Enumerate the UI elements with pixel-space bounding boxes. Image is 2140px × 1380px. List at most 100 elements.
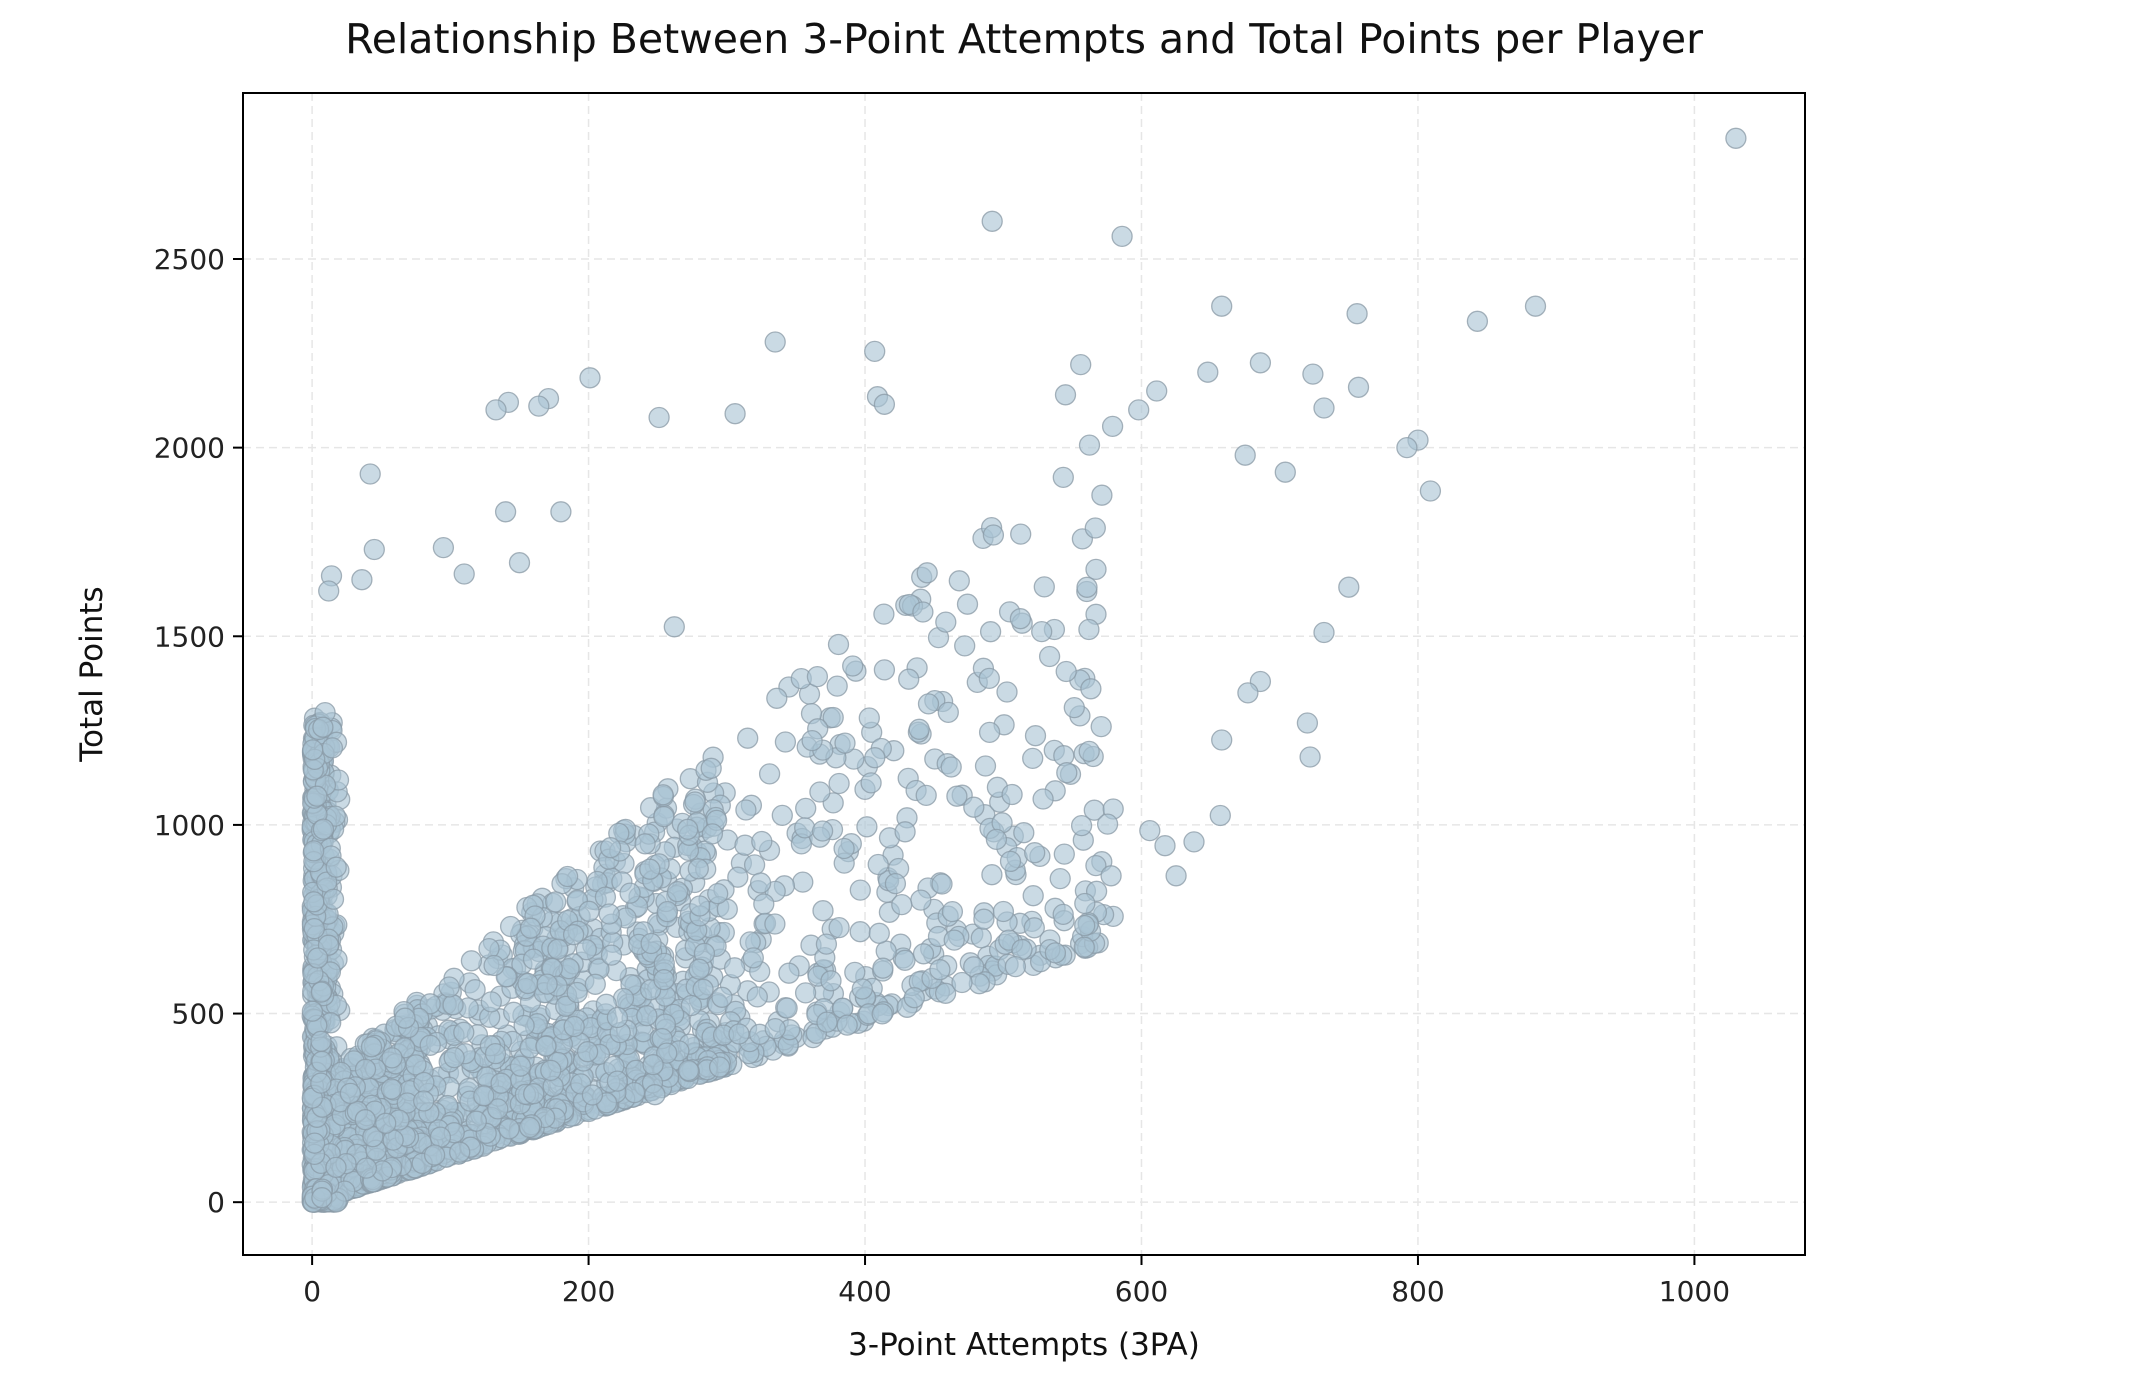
data-point [639,858,661,880]
data-point [684,791,706,813]
y-tick-label: 2000 [154,432,225,465]
data-point [1054,384,1077,406]
data-point [325,856,347,878]
data-point [1274,461,1296,483]
data-point [688,958,710,980]
data-point [1031,620,1053,643]
data-point [1038,645,1061,668]
data-point [1096,813,1119,835]
x-axis-ticks: 0 200 400 600 800 1000 [303,1255,1730,1308]
data-point [727,866,749,888]
data-point [1211,729,1233,751]
data-point [1139,819,1161,842]
data-point [310,1072,332,1094]
data-point [566,981,588,1004]
data-point [640,932,662,955]
data-point [849,921,871,943]
data-point [1080,678,1102,700]
data-point [1091,484,1113,506]
data-point [934,982,957,1004]
data-point [956,593,979,615]
data-point [806,665,829,688]
data-point [1023,917,1045,939]
data-point [828,772,850,795]
data-point [1049,867,1071,890]
data-point [1101,415,1124,438]
data-point [419,1034,441,1056]
data-point [937,701,959,724]
data-point [653,969,675,991]
data-point [363,538,385,561]
data-point [771,804,793,827]
data-point [536,973,558,995]
data-point [556,865,579,888]
data-point [1022,747,1044,770]
plot-area-frame [242,92,1806,1256]
data-point [751,830,773,853]
data-point [1085,854,1107,877]
data-point [584,973,606,995]
data-point [766,687,788,709]
data-point [842,655,864,677]
data-point [1197,361,1219,383]
data-point [579,367,601,389]
data-point [1070,353,1092,376]
data-point [550,501,572,523]
data-point [606,1070,629,1092]
data-point [1001,783,1023,806]
data-point [912,943,935,965]
data-point [522,948,545,970]
data-point [498,1118,520,1140]
data-point [963,796,985,818]
data-point [898,668,920,690]
data-point [394,1007,416,1029]
data-point [795,797,817,820]
data-point [321,737,344,759]
data-point [535,1035,557,1057]
data-point [648,406,670,429]
data-point [1009,608,1032,630]
data-point [312,818,335,840]
data-point [1070,814,1093,837]
x-tick-label: 600 [1115,1275,1168,1308]
data-point [774,731,797,753]
data-point [1024,842,1046,864]
data-point [339,1082,362,1105]
data-point [576,1041,599,1063]
data-point [485,399,507,421]
chart-title: Relationship Between 3-Point Attempts an… [345,15,1703,63]
data-point [1032,788,1054,810]
data-point [540,1059,562,1082]
data-point [318,580,340,602]
data-point [413,1090,435,1112]
data-point [563,1015,585,1038]
data-point [849,879,871,901]
data-point [413,1071,435,1094]
data-point [1237,682,1259,704]
data-point [599,837,622,859]
data-point [1313,621,1335,644]
data-point [978,667,1000,690]
data-point [487,1098,509,1120]
data-point [480,991,502,1013]
data-point [644,1084,666,1106]
data-point [677,818,699,840]
data-point [1296,712,1319,734]
data-point [1209,804,1231,827]
data-point [981,864,1003,886]
data-point [528,395,550,417]
data-point [438,976,460,998]
data-point [325,1156,347,1179]
x-tick-label: 200 [562,1275,615,1308]
data-point [724,403,746,425]
data-point [419,993,441,1015]
data-point [1165,865,1187,887]
data-point [1090,715,1112,738]
data-point [943,929,965,951]
data-point [700,757,722,779]
data-point [1299,746,1321,768]
data-point [873,659,896,681]
data-point [910,889,932,911]
data-point [1524,295,1547,317]
data-point [483,954,505,977]
